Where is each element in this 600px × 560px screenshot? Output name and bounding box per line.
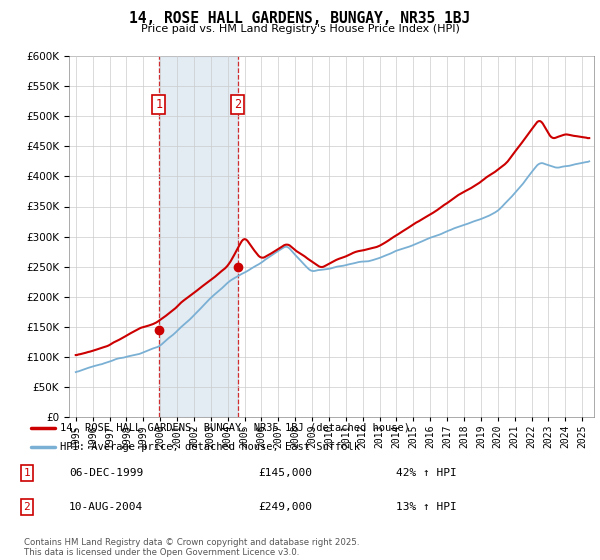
Text: 14, ROSE HALL GARDENS, BUNGAY, NR35 1BJ: 14, ROSE HALL GARDENS, BUNGAY, NR35 1BJ: [130, 11, 470, 26]
Text: HPI: Average price, detached house, East Suffolk: HPI: Average price, detached house, East…: [60, 442, 360, 452]
Text: 42% ↑ HPI: 42% ↑ HPI: [396, 468, 457, 478]
Text: Price paid vs. HM Land Registry's House Price Index (HPI): Price paid vs. HM Land Registry's House …: [140, 24, 460, 34]
Bar: [159, 56, 238, 417]
Text: 13% ↑ HPI: 13% ↑ HPI: [396, 502, 457, 512]
Text: 1: 1: [23, 468, 31, 478]
Text: 2: 2: [235, 98, 242, 111]
Text: Contains HM Land Registry data © Crown copyright and database right 2025.
This d: Contains HM Land Registry data © Crown c…: [24, 538, 359, 557]
Text: £145,000: £145,000: [258, 468, 312, 478]
Text: £249,000: £249,000: [258, 502, 312, 512]
Text: 14, ROSE HALL GARDENS, BUNGAY, NR35 1BJ (detached house): 14, ROSE HALL GARDENS, BUNGAY, NR35 1BJ …: [60, 423, 410, 433]
Text: 06-DEC-1999: 06-DEC-1999: [69, 468, 143, 478]
Text: 1: 1: [155, 98, 163, 111]
Text: 10-AUG-2004: 10-AUG-2004: [69, 502, 143, 512]
Text: 2: 2: [23, 502, 31, 512]
